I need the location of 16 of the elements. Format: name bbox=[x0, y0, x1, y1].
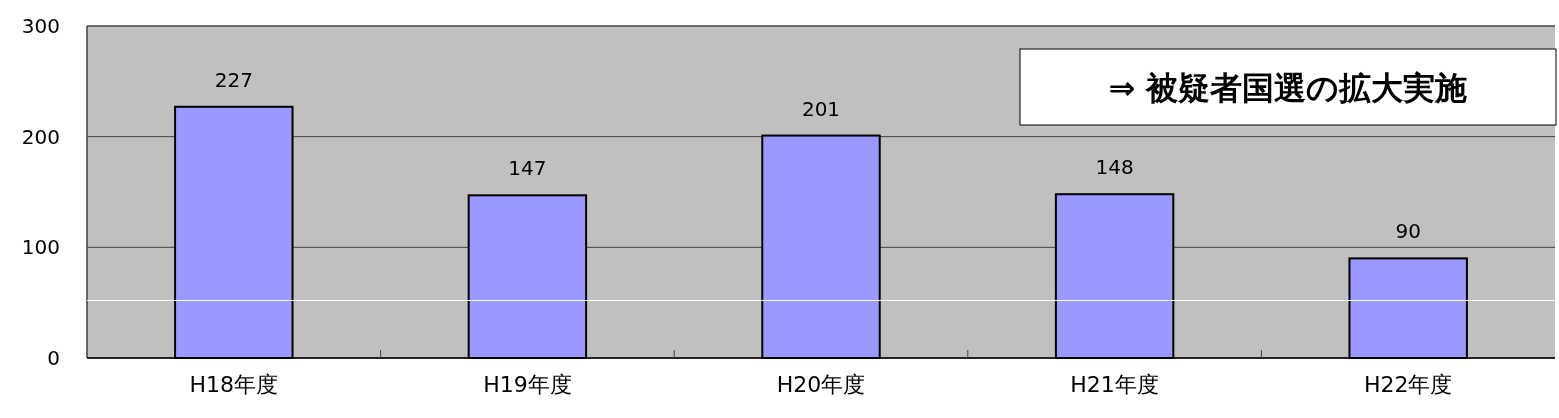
data-label: 201 bbox=[801, 96, 841, 121]
x-tick-label: H20年度 bbox=[776, 372, 866, 397]
x-tick-label: H21年度 bbox=[1070, 372, 1159, 397]
annotation: ⇒ 被疑者国選の拡大実施 bbox=[1108, 69, 1468, 107]
data-label: 227 bbox=[214, 67, 253, 92]
data-label: 148 bbox=[1095, 155, 1134, 180]
annotation-box: ⇒ 被疑者国選の拡大実施 bbox=[1019, 48, 1557, 126]
data-label: 90 bbox=[1395, 219, 1421, 244]
y-tick-label: 100 bbox=[21, 235, 60, 260]
y-tick-label: 200 bbox=[21, 124, 60, 149]
x-tick-label: H18年度 bbox=[189, 372, 279, 397]
data-label: 147 bbox=[508, 156, 547, 181]
x-tick-label: H19年度 bbox=[483, 372, 572, 397]
y-tick-label: 300 bbox=[21, 14, 60, 38]
y-tick-label: 0 bbox=[47, 346, 60, 370]
x-tick-label: H22年度 bbox=[1363, 372, 1453, 397]
